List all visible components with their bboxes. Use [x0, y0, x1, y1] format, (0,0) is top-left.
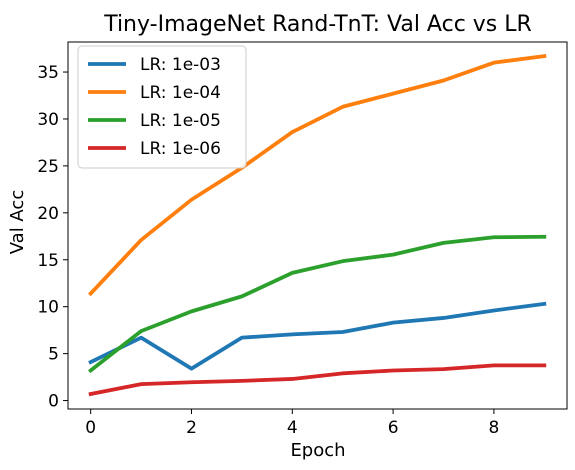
y-tick-label: 35 [37, 63, 59, 83]
y-axis-label: Val Acc [7, 190, 28, 254]
legend-label: LR: 1e-05 [140, 111, 221, 131]
y-tick-label: 10 [37, 298, 59, 318]
y-tick-label: 20 [37, 204, 59, 224]
x-tick-label: 0 [85, 418, 96, 438]
axis-ticks: 0 2 4 6 8 0 5 10 15 20 25 30 35 [37, 63, 499, 438]
series-line-1 [88, 301, 547, 371]
series-lines [87, 53, 547, 397]
y-tick-label: 5 [48, 345, 59, 365]
x-tick-label: 6 [388, 418, 399, 438]
y-tick-label: 0 [48, 392, 59, 412]
x-tick-label: 2 [186, 418, 197, 438]
x-tick-label: 4 [287, 418, 298, 438]
legend-label: LR: 1e-06 [140, 139, 221, 159]
x-axis-label: Epoch [290, 440, 345, 461]
y-tick-label: 30 [37, 110, 59, 130]
legend-label: LR: 1e-03 [140, 55, 221, 75]
series-line-4 [88, 363, 547, 397]
legend: LR: 1e-03 LR: 1e-04 LR: 1e-05 LR: 1e-06 [77, 45, 247, 169]
y-tick-label: 25 [37, 157, 59, 177]
plot-frame [67, 41, 568, 410]
legend-label: LR: 1e-04 [140, 83, 221, 103]
chart-title: Tiny-ImageNet Rand-TnT: Val Acc vs LR [103, 12, 532, 37]
legend-box [77, 45, 247, 169]
y-tick-label: 15 [37, 251, 59, 271]
series-line-3 [88, 234, 547, 374]
series-line-2 [87, 53, 547, 297]
x-tick-label: 8 [489, 418, 500, 438]
